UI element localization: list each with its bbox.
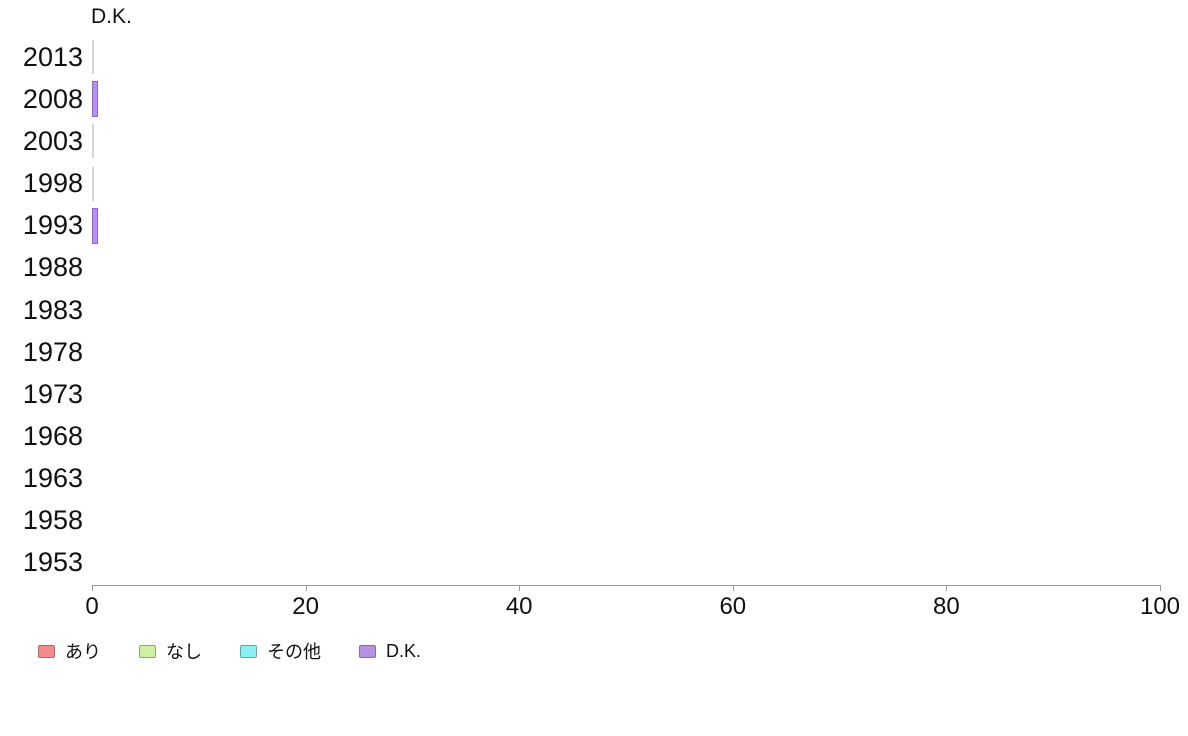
bar-slot — [92, 78, 1160, 120]
legend-swatch — [240, 644, 257, 658]
legend-swatch — [38, 644, 55, 658]
y-axis-label: 1958 — [22, 505, 83, 536]
legend-label: あり — [65, 642, 101, 662]
chart-row: 2013 — [0, 36, 1160, 78]
chart-row: 1973 — [0, 373, 1160, 415]
x-axis-tick-label: 20 — [292, 593, 319, 620]
bar-slot — [92, 162, 1160, 204]
x-axis-tick — [1160, 585, 1161, 591]
bar-slot — [92, 415, 1160, 457]
bar-dk — [92, 207, 99, 244]
legend-item: D.K. — [359, 641, 421, 662]
x-axis-tick — [946, 585, 948, 591]
bar-slot — [92, 373, 1160, 415]
legend-swatch — [139, 644, 156, 658]
chart-row: 1978 — [0, 331, 1160, 373]
x-axis: 0 20 40 60 80 100 — [85, 585, 1180, 620]
y-axis-label: 1963 — [22, 463, 83, 494]
y-axis-label: 1983 — [22, 294, 83, 325]
legend-item: なし — [139, 638, 202, 664]
y-axis-label: 1953 — [22, 547, 83, 578]
y-axis-label: 1968 — [22, 420, 83, 451]
zero-value-mark — [92, 124, 94, 159]
y-axis-label: 1988 — [22, 252, 83, 283]
y-axis-label: 1998 — [22, 168, 83, 199]
legend-label: なし — [166, 642, 202, 662]
bar-slot — [92, 542, 1160, 584]
y-axis-label: 1978 — [22, 336, 83, 367]
chart-row: 1953 — [0, 542, 1160, 584]
x-axis-tick-label: 100 — [1139, 593, 1181, 620]
bar-slot — [92, 205, 1160, 247]
bar-slot — [92, 120, 1160, 162]
bar-slot — [92, 289, 1160, 331]
x-axis-tick — [305, 585, 307, 591]
legend: あり なし その他 D.K. — [38, 640, 459, 662]
chart-row: 2003 — [0, 120, 1160, 162]
bar-slot — [92, 247, 1160, 289]
legend-label: D.K. — [386, 640, 422, 661]
chart-row: 1998 — [0, 162, 1160, 204]
zero-value-mark — [92, 166, 94, 201]
y-axis-label: 1993 — [22, 210, 83, 241]
y-axis-label: 2008 — [22, 83, 83, 114]
chart-row: 1993 — [0, 205, 1160, 247]
x-axis-tick — [519, 585, 521, 591]
y-axis-label: 2003 — [22, 125, 83, 156]
chart-row: 1983 — [0, 289, 1160, 331]
x-axis-tick — [732, 585, 734, 591]
x-axis-tick-label: 40 — [505, 593, 533, 620]
legend-label: その他 — [267, 642, 321, 662]
chart-row: 1963 — [0, 458, 1160, 500]
bar-slot — [92, 36, 1160, 78]
bar-slot — [92, 331, 1160, 373]
zero-value-mark — [92, 40, 94, 75]
bar-slot — [92, 500, 1160, 542]
plot-rows: 2013 2008 2003 1998 1993 1988 1983 1978 1973 1968… — [0, 36, 1160, 584]
x-axis-tick-label: 0 — [85, 593, 99, 620]
legend-item: あり — [38, 638, 101, 664]
bar-slot — [92, 458, 1160, 500]
chart-row: 2008 — [0, 78, 1160, 120]
legend-item: その他 — [240, 638, 321, 664]
bar-dk — [92, 81, 99, 118]
chart-row: 1958 — [0, 500, 1160, 542]
chart-title: D.K. — [91, 5, 132, 28]
y-axis-label: 2013 — [22, 41, 83, 72]
x-axis-tick-label: 80 — [933, 593, 960, 620]
y-axis-label: 1973 — [22, 378, 83, 409]
x-axis-tick — [92, 585, 93, 591]
legend-swatch — [359, 644, 376, 658]
x-axis-tick-label: 60 — [719, 593, 747, 620]
chart-row: 1968 — [0, 415, 1160, 457]
chart-row: 1988 — [0, 247, 1160, 289]
